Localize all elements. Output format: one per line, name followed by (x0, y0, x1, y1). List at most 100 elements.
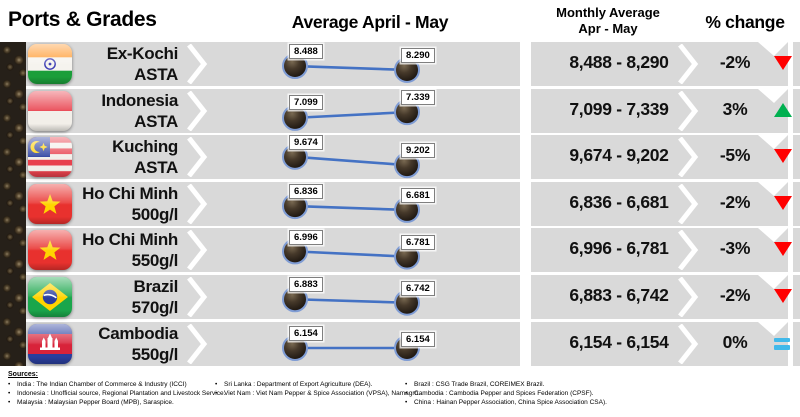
row-edge-sliver (793, 181, 800, 226)
source-item: • India : The Indian Chamber of Commerce … (8, 381, 187, 388)
header-monthly-average-line1: Monthly Average (556, 5, 660, 20)
chevron-right-icon (187, 90, 208, 131)
port-name: Ex-Kochi (106, 44, 179, 63)
port-grade: 570g/l (131, 298, 179, 317)
monthly-average-value: 9,674 - 9,202 (569, 145, 669, 166)
triangle-down-icon (774, 56, 792, 70)
port-grade: ASTA (134, 158, 178, 178)
port-name: Kuching (112, 137, 178, 157)
equals-icon (774, 336, 792, 350)
sources-column: • Brazil : CSG Trade Brazil, COREIMEX Bra… (405, 380, 607, 407)
peppercorn-photo-strip (0, 42, 26, 366)
trend-indicator (774, 242, 792, 260)
point-label-may: 9.202 (401, 143, 435, 159)
cambodia-flag-icon (28, 323, 72, 364)
row-edge-sliver (793, 88, 800, 133)
table-row: Ho Chi Minh 500g/l 6.836 6.681 6,836 - 6… (0, 181, 800, 226)
triangle-down-icon (774, 195, 792, 210)
triangle-down-icon (774, 242, 792, 257)
source-item: • Brazil : CSG Trade Brazil, COREIMEX Bra… (405, 381, 545, 388)
table-row: Ex-Kochi ASTA 8.488 8.290 8,488 - 8,290 … (0, 42, 800, 86)
row-left-band: Ex-Kochi ASTA 8.488 8.290 (26, 42, 520, 86)
percent-change-value: -2% (719, 285, 751, 305)
port-name: Brazil (133, 277, 179, 296)
price-sparkline (282, 286, 420, 316)
point-label-apr: 6.154 (289, 325, 323, 341)
row-left-band: Ho Chi Minh 500g/l 6.836 6.681 (26, 181, 520, 226)
sources-footer: Sources: • India : The Indian Chamber of … (0, 369, 800, 417)
chevron-right-icon (678, 323, 699, 364)
row-corner-notch (758, 228, 788, 243)
port-grade: 550g/l (131, 251, 179, 271)
percent-change-value: 0% (722, 331, 748, 352)
malaysia-flag-icon (28, 137, 72, 178)
row-right-band: 7,099 - 7,339 3% (531, 88, 792, 133)
port-name: Ho Chi Minh (82, 183, 178, 203)
table-row: Cambodia 550g/l 6.154 6.154 6,154 - 6,15… (0, 321, 800, 366)
point-label-apr: 6.883 (289, 277, 323, 293)
row-edge-sliver (793, 275, 800, 319)
source-item: • China : Hainan Pepper Association, Chin… (405, 399, 607, 406)
point-label-may: 8.290 (401, 47, 435, 63)
point-label-may: 6.742 (401, 280, 435, 296)
bullet: • (405, 399, 408, 406)
row-left-band: Cambodia 550g/l 6.154 6.154 (26, 321, 520, 366)
triangle-down-icon (774, 149, 792, 164)
chevron-right-icon (678, 137, 699, 178)
source-item: • Indonesia : Unofficial source, Regional… (8, 390, 226, 397)
percent-change-value: 3% (722, 98, 748, 119)
row-corner-notch (758, 181, 788, 196)
row-right-band: 6,836 - 6,681 -2% (531, 181, 792, 226)
price-sparkline (282, 53, 420, 83)
source-item: • Viet Nam : Viet Nam Pepper & Spice Asso… (215, 390, 420, 397)
row-corner-notch (758, 321, 788, 336)
source-item: • Cambodia : Cambodia Pepper and Spices F… (405, 390, 594, 397)
point-label-may: 6.681 (401, 187, 435, 203)
sources-column: • Sri Lanka : Department of Export Agricu… (215, 380, 420, 398)
table-row: Indonesia ASTA 7.099 7.339 7,099 - 7,339… (0, 88, 800, 133)
monthly-average-value: 6,836 - 6,681 (569, 191, 669, 212)
row-corner-notch (758, 275, 788, 289)
point-label-may: 6.154 (401, 331, 435, 347)
header-monthly-average-line2: Apr - May (578, 20, 638, 36)
chevron-right-icon (678, 277, 699, 317)
header-percent-change: % change (705, 12, 785, 32)
row-left-band: Kuching ASTA 9.674 9.202 (26, 135, 520, 180)
row-right-band: 6,883 - 6,742 -2% (531, 275, 792, 319)
point-label-may: 7.339 (401, 89, 435, 105)
row-corner-notch (758, 135, 788, 150)
vietnam-flag-icon (28, 183, 72, 224)
row-corner-notch (758, 88, 788, 103)
table-row: Kuching ASTA 9.674 9.202 9,674 - 9,202 -… (0, 135, 800, 180)
chevron-right-icon (187, 137, 208, 178)
monthly-average-value: 8,488 - 8,290 (569, 52, 669, 72)
chevron-right-icon (678, 183, 699, 224)
point-label-apr: 7.099 (289, 95, 323, 111)
row-corner-notch (758, 42, 788, 56)
trend-indicator (774, 149, 792, 167)
triangle-up-icon (774, 102, 792, 117)
percent-change-value: -2% (719, 191, 751, 212)
chevron-right-icon (187, 323, 208, 364)
point-label-apr: 6.836 (289, 183, 323, 199)
source-item: • Malaysia : Malaysian Pepper Board (MPB)… (8, 399, 174, 406)
port-grade: ASTA (134, 111, 178, 131)
trend-indicator (774, 56, 792, 74)
port-name: Cambodia (98, 323, 178, 343)
port-grade: ASTA (134, 65, 178, 84)
percent-change-value: -2% (719, 52, 751, 72)
point-label-apr: 8.488 (289, 44, 323, 60)
bullet: • (405, 390, 408, 397)
port-name: Ho Chi Minh (82, 230, 178, 250)
port-grade: 550g/l (131, 344, 179, 364)
chevron-right-icon (187, 230, 208, 271)
chevron-right-icon (678, 90, 699, 131)
row-edge-sliver (793, 321, 800, 366)
point-label-apr: 9.674 (289, 135, 323, 151)
header-monthly-average: Monthly Average Apr - May (528, 5, 688, 36)
bullet: • (215, 390, 218, 397)
row-right-band: 9,674 - 9,202 -5% (531, 135, 792, 180)
chevron-right-icon (187, 44, 208, 84)
bullet: • (405, 381, 408, 388)
